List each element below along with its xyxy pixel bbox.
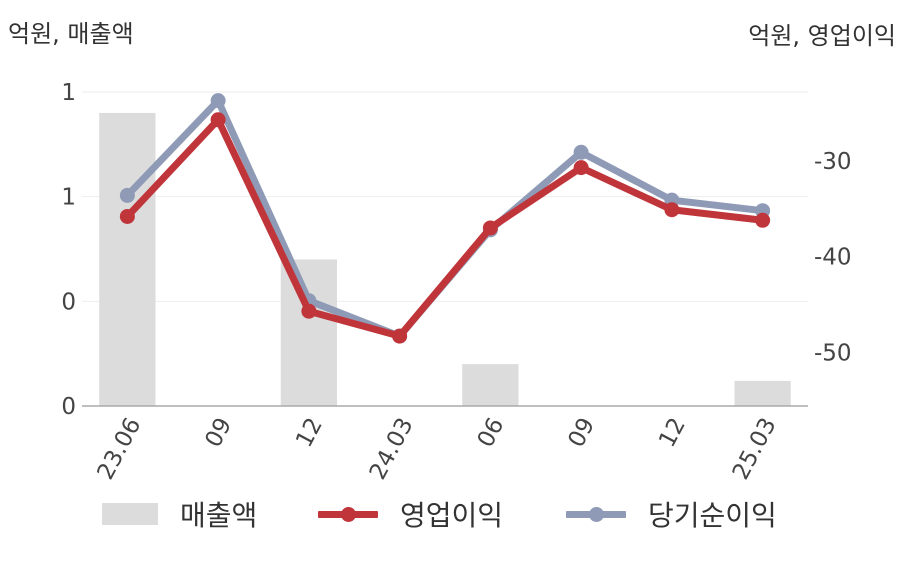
operating-profit-point (301, 303, 317, 319)
operating-profit-point (664, 202, 680, 218)
legend-label-net: 당기순이익 (648, 499, 777, 532)
legend-item-operating: 영업이익 (318, 492, 503, 536)
left-axis-unit: 억원, 매출액 (8, 20, 134, 48)
net-income-point (210, 93, 226, 109)
operating-profit-point (210, 112, 226, 128)
right-axis-unit: 억원, 영업이익 (748, 22, 896, 50)
revenue-bar (99, 112, 156, 406)
legend-label-revenue: 매출액 (180, 499, 258, 532)
left-axis-tick-label: 1 (61, 185, 76, 211)
x-axis-tick-label: 24.03 (365, 414, 419, 484)
legend-item-revenue: 매출액 (102, 492, 257, 536)
operating-profit-line (123, 116, 767, 340)
legend: 매출액 영업이익 당기순이익 (0, 492, 908, 536)
x-axis-tick-label: 06 (473, 414, 510, 452)
right-axis-tick-label: -50 (814, 340, 852, 366)
right-axis-tick-label: -40 (814, 245, 852, 271)
legend-swatch-operating (318, 503, 378, 525)
legend-label-operating: 영업이익 (400, 499, 504, 532)
x-axis-tick-label: 23.06 (93, 414, 147, 484)
x-axis-tick-label: 12 (291, 414, 328, 452)
x-axis-tick-label: 25.03 (728, 414, 782, 484)
left-axis-tick-label: 1 (61, 80, 76, 106)
operating-profit-point (392, 328, 408, 344)
operating-profit-point (573, 160, 589, 176)
revenue-bar (734, 380, 791, 406)
x-axis-tick-label: 09 (200, 414, 237, 452)
x-axis-tick-label: 12 (654, 414, 691, 452)
left-axis-tick-label: 0 (61, 289, 76, 315)
operating-profit-point (482, 220, 498, 236)
combo-chart: 0 0 1 1 -30 -40 -50 23.06 09 12 24.03 06 09 12 25.03 (61, 80, 852, 484)
legend-swatch-revenue (102, 503, 158, 525)
net-income-point (119, 187, 135, 203)
revenue-bar (280, 259, 338, 406)
legend-item-net: 당기순이익 (566, 492, 777, 536)
net-income-point (573, 144, 589, 160)
left-axis-tick-label: 0 (61, 394, 76, 420)
operating-profit-point (755, 212, 771, 228)
legend-swatch-net (566, 503, 626, 525)
revenue-bar (462, 364, 519, 406)
x-axis-tick-label: 09 (563, 414, 600, 452)
operating-profit-point (119, 208, 135, 224)
right-axis-tick-label: -30 (814, 149, 852, 175)
